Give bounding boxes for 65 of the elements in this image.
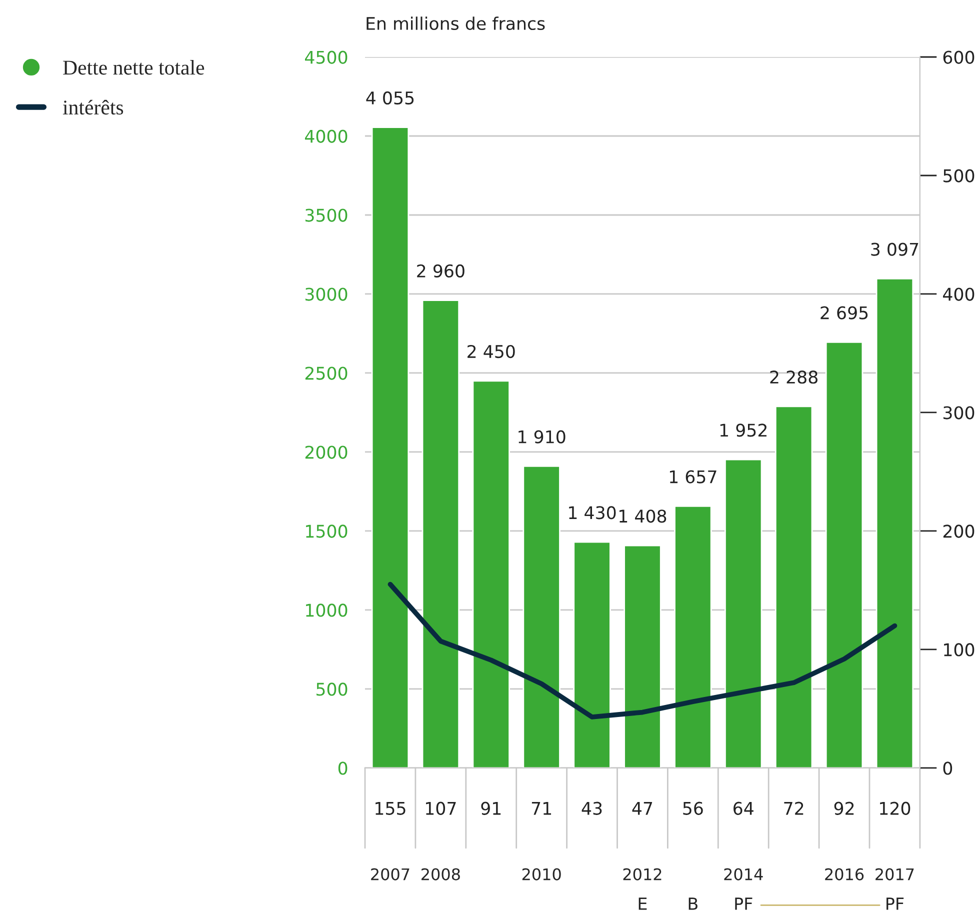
data-label: 43 (582, 802, 602, 815)
bar (774, 406, 813, 768)
data-label: 155 (376, 802, 406, 815)
y2-tick-label: 0 (943, 762, 952, 775)
bar (371, 126, 410, 768)
x-tick-label: 2010 (522, 868, 561, 880)
text: PF (886, 898, 904, 910)
data-label: 71 (532, 802, 552, 815)
y2-tick-label: 600 (943, 50, 974, 64)
y-tick-label: 3500 (305, 208, 348, 222)
text: E (638, 898, 647, 910)
y-tick-label: 1500 (306, 524, 348, 538)
bar (624, 544, 662, 768)
data-label: 2 695 (820, 306, 868, 320)
y-tick-label: 2500 (305, 366, 348, 380)
y2-tick-label: 500 (944, 169, 974, 182)
y-tick-label: 3000 (305, 288, 348, 301)
data-label: 120 (880, 802, 910, 815)
text: PF (735, 898, 752, 910)
data-label: 1 952 (720, 424, 766, 437)
legend-label: intérêts (62, 100, 124, 115)
x-tick-label: 2014 (724, 868, 763, 880)
data-label: 4 055 (366, 91, 414, 104)
data-label: 2 450 (468, 344, 515, 358)
x-tick-label: 2008 (422, 868, 460, 880)
data-label: 2 288 (770, 370, 818, 384)
data-label: 1 430 (569, 506, 616, 520)
data-label: 72 (784, 802, 804, 815)
bar (573, 541, 611, 768)
legend-label: Dette nette totale (63, 60, 204, 75)
data-label: 1 657 (670, 470, 716, 484)
bar (472, 380, 510, 768)
y2-tick-label: 300 (943, 406, 974, 420)
data-label: 64 (734, 802, 754, 815)
data-label: 47 (632, 802, 652, 815)
data-label: 56 (683, 802, 703, 815)
bar (876, 278, 914, 768)
bar (724, 458, 762, 768)
y-tick-label: 500 (316, 682, 348, 696)
bar (522, 466, 560, 768)
bar (825, 341, 864, 768)
y-axis-title: En millions de francs (366, 16, 545, 30)
data-label: 1 910 (518, 430, 566, 444)
y-tick-label: 1000 (306, 604, 348, 617)
x-tick-label: 2017 (876, 868, 914, 880)
data-label: 1 408 (620, 510, 666, 523)
x-tick-label: 2007 (371, 868, 410, 880)
bar (674, 505, 712, 768)
data-label: 107 (426, 802, 456, 815)
y-tick-label: 0 (338, 762, 348, 775)
data-label: 91 (481, 802, 501, 815)
y-tick-label: 4000 (305, 130, 348, 143)
x-tick-label: 2012 (623, 868, 662, 880)
data-label: 3 097 (871, 242, 918, 256)
bar (422, 300, 460, 768)
y-tick-label: 4500 (305, 50, 348, 64)
y-tick-label: 2000 (305, 446, 348, 459)
data-label: 92 (834, 802, 854, 815)
y2-tick-label: 100 (944, 643, 974, 656)
data-label: 2 960 (417, 264, 464, 278)
text: B (688, 898, 698, 910)
x-tick-label: 2016 (825, 868, 864, 880)
y2-tick-label: 200 (943, 524, 974, 538)
line-series (388, 582, 898, 720)
y2-tick-label: 400 (943, 288, 974, 301)
